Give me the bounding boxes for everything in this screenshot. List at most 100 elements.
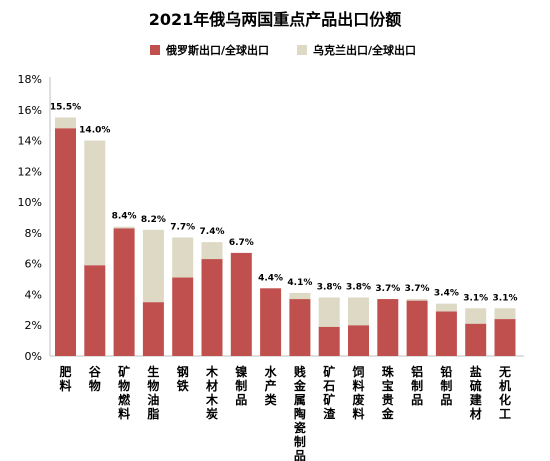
bar-russia bbox=[289, 299, 311, 356]
bar-russia bbox=[435, 311, 457, 356]
bar-ukraine bbox=[55, 117, 76, 129]
data-label: 3.7% bbox=[375, 284, 400, 294]
x-tick-label: 机 bbox=[499, 378, 511, 393]
y-tick-label: 14% bbox=[18, 135, 42, 148]
bar-russia bbox=[465, 323, 487, 356]
data-label: 3.8% bbox=[317, 283, 342, 293]
bar-ukraine bbox=[172, 237, 194, 278]
x-tick-label: 镍 bbox=[235, 364, 247, 379]
x-tick-label: 铝 bbox=[411, 364, 423, 379]
y-tick-label: 8% bbox=[25, 227, 42, 240]
x-tick-label: 化 bbox=[499, 392, 511, 407]
data-label: 15.5% bbox=[50, 102, 81, 112]
x-tick-label: 属 bbox=[294, 393, 306, 407]
x-tick-label: 燃 bbox=[118, 392, 131, 407]
data-label: 14.0% bbox=[79, 126, 110, 136]
bar-russia bbox=[230, 252, 252, 356]
legend-label-russia: 俄罗斯出口/全球出口 bbox=[166, 44, 270, 57]
bar-ukraine bbox=[435, 303, 457, 312]
x-tick-label: 类 bbox=[265, 392, 278, 407]
x-tick-label: 制 bbox=[440, 378, 452, 393]
x-tick-label: 盐 bbox=[470, 364, 482, 379]
x-tick-label: 产 bbox=[265, 378, 277, 393]
data-label: 8.4% bbox=[112, 212, 137, 222]
bar-ukraine bbox=[406, 299, 428, 301]
bar-russia bbox=[260, 288, 282, 356]
x-tick-label: 瓷 bbox=[294, 420, 306, 435]
y-tick-label: 0% bbox=[25, 350, 42, 363]
data-label: 4.4% bbox=[258, 273, 283, 283]
bar-russia bbox=[55, 128, 76, 356]
data-label: 4.1% bbox=[287, 278, 312, 288]
y-tick-label: 6% bbox=[25, 258, 42, 271]
bar-ukraine bbox=[84, 140, 106, 266]
y-tick-label: 4% bbox=[25, 288, 42, 301]
x-tick-label: 硫 bbox=[470, 378, 482, 393]
bar-ukraine bbox=[201, 242, 223, 260]
x-tick-label: 肥 bbox=[59, 364, 71, 379]
x-tick-label: 废 bbox=[352, 392, 364, 407]
x-tick-label: 料 bbox=[118, 406, 130, 421]
x-tick-label: 材 bbox=[205, 378, 218, 393]
bar-russia bbox=[318, 326, 340, 356]
x-tick-label: 陶 bbox=[294, 406, 306, 421]
y-tick-label: 18% bbox=[18, 73, 42, 86]
y-tick-label: 2% bbox=[25, 319, 42, 332]
x-tick-label: 铅 bbox=[439, 364, 452, 379]
bar-russia bbox=[377, 299, 399, 356]
bar-ukraine bbox=[494, 308, 516, 320]
x-tick-label: 物 bbox=[89, 378, 101, 393]
x-tick-label: 品 bbox=[411, 393, 423, 407]
data-label: 3.4% bbox=[434, 289, 459, 299]
bar-russia bbox=[201, 259, 223, 356]
data-label: 7.7% bbox=[170, 223, 195, 233]
bar-ukraine bbox=[113, 226, 135, 229]
x-tick-label: 脂 bbox=[146, 406, 159, 421]
chart-title: 2021年俄乌两国重点产品出口份额 bbox=[148, 10, 402, 29]
legend-swatch-russia bbox=[150, 45, 160, 55]
x-tick-label: 矿 bbox=[323, 392, 335, 407]
bar-ukraine bbox=[465, 308, 487, 324]
x-tick-label: 石 bbox=[322, 379, 335, 393]
legend-label-ukraine: 乌克兰出口/全球出口 bbox=[313, 44, 417, 57]
y-tick-label: 10% bbox=[18, 196, 42, 209]
x-tick-label: 料 bbox=[352, 406, 364, 421]
x-tick-label: 金 bbox=[381, 406, 395, 421]
x-tick-label: 制 bbox=[235, 378, 247, 393]
x-tick-label: 制 bbox=[294, 434, 306, 449]
bar-russia bbox=[142, 302, 164, 356]
legend-item-ukraine: 乌克兰出口/全球出口 bbox=[297, 42, 416, 58]
x-tick-label: 珠 bbox=[382, 364, 395, 379]
x-tick-label: 水 bbox=[265, 364, 278, 379]
bar-russia bbox=[406, 300, 428, 356]
x-tick-label: 制 bbox=[411, 378, 423, 393]
x-tick-label: 炭 bbox=[206, 406, 218, 421]
bar-russia bbox=[172, 277, 194, 356]
bar-russia bbox=[84, 265, 106, 356]
x-tick-label: 物 bbox=[118, 378, 130, 393]
data-label: 3.7% bbox=[405, 284, 430, 294]
bar-russia bbox=[494, 319, 516, 356]
x-tick-label: 谷 bbox=[89, 364, 102, 379]
y-tick-label: 12% bbox=[18, 165, 42, 178]
x-tick-label: 渣 bbox=[323, 406, 336, 421]
x-tick-label: 料 bbox=[59, 378, 71, 393]
bar-russia bbox=[348, 325, 369, 356]
y-tick-label: 16% bbox=[18, 104, 42, 117]
x-tick-label: 木 bbox=[205, 392, 219, 407]
legend-swatch-ukraine bbox=[297, 45, 308, 55]
x-tick-label: 料 bbox=[352, 378, 364, 393]
bar-ukraine bbox=[348, 297, 369, 326]
x-tick-label: 贱 bbox=[294, 364, 306, 379]
x-tick-label: 品 bbox=[440, 393, 452, 407]
bar-ukraine bbox=[142, 229, 164, 303]
x-tick-label: 材 bbox=[469, 406, 482, 421]
x-tick-label: 矿 bbox=[323, 364, 335, 379]
x-tick-label: 生 bbox=[147, 364, 159, 379]
x-tick-label: 铁 bbox=[177, 378, 189, 393]
x-tick-label: 宝 bbox=[382, 378, 394, 393]
data-label: 3.1% bbox=[463, 293, 488, 303]
bar-russia bbox=[113, 228, 135, 356]
x-tick-label: 贵 bbox=[382, 392, 394, 407]
